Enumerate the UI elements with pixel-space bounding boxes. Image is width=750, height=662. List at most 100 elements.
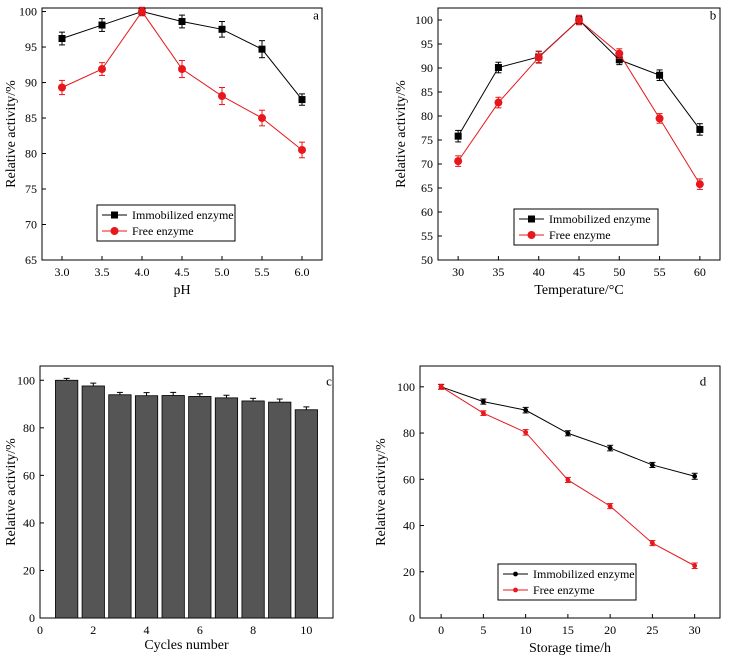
y-tick-label: 65 [25,253,37,267]
y-axis-label: Relative activity/% [4,438,19,546]
y-tick-label: 60 [421,205,433,219]
data-point [480,410,486,416]
series-line [61,10,303,151]
data-point [258,114,266,123]
data-point [111,211,118,219]
x-tick-label: 6.0 [295,265,310,279]
y-tick-label: 95 [421,37,433,51]
y-tick-label: 100 [415,13,433,27]
y-tick-label: 70 [421,157,433,171]
legend-frame [513,208,659,246]
data-point [138,7,146,16]
y-tick-label: 20 [23,563,35,577]
data-point [298,96,306,104]
bar [134,395,159,619]
y-tick-label: 70 [25,218,37,232]
y-tick-label: 100 [17,373,35,387]
bar [81,385,105,619]
legend-frame [497,563,637,601]
data-point [58,35,66,43]
x-tick-label: 15 [562,623,574,637]
x-tick-label: 0 [438,623,444,637]
y-tick-label: 40 [403,519,415,533]
x-tick-label: 35 [492,265,504,279]
y-tick-label: 55 [421,229,433,243]
x-tick-label: 3.5 [95,265,110,279]
panel-d-storage-chart: d Storage time/h Relative activity/% 0 20 40 6… [374,365,721,656]
data-point [58,83,66,92]
data-point [98,21,106,29]
x-tick-label: 8 [250,623,256,637]
x-tick-label: 10 [300,623,312,637]
panel-label: a [313,8,319,23]
series-line [457,19,701,137]
x-tick-label: 5.5 [255,265,270,279]
data-point [513,571,518,577]
x-tick-label: 30 [689,623,701,637]
x-tick-label: 10 [520,623,532,637]
data-point [178,65,186,74]
legend-frame [96,204,236,242]
data-point [527,231,536,239]
x-tick-label: 6 [197,623,203,637]
bar [294,409,318,619]
y-tick-label: 0 [409,611,415,625]
data-point [534,53,543,62]
x-tick-label: 55 [654,265,666,279]
data-point [523,407,529,413]
data-point [218,25,226,33]
data-point [655,114,664,123]
series-immobilized [454,15,704,143]
data-point [218,92,226,101]
x-axis-label: pH [173,283,190,298]
data-point [98,65,106,74]
series-free [454,14,704,190]
plot-frame [419,365,721,619]
y-tick-label: 100 [19,5,37,19]
data-point [258,45,266,53]
x-axis-label: Cycles number [144,638,229,653]
legend-entry: Immobilized enzyme [549,212,651,226]
data-point [649,540,655,546]
data-point [523,429,529,435]
data-point [656,71,664,79]
y-axis-label: Relative activity/% [374,438,389,546]
data-point [528,215,535,223]
series-immobilized [438,383,698,480]
legend-entry: Free enzyme [132,224,194,238]
legend: Immobilized enzyme Free enzyme [497,563,637,601]
data-point [513,587,518,593]
legend: Immobilized enzyme Free enzyme [96,204,236,242]
series-line [457,19,701,185]
data-point [692,563,698,569]
y-tick-label: 80 [23,421,35,435]
y-tick-label: 100 [397,380,415,394]
data-point [480,399,486,405]
data-point [607,503,613,509]
bar [108,394,132,619]
y-tick-label: 60 [23,468,35,482]
bar [241,400,265,619]
y-tick-label: 60 [403,472,415,486]
y-tick-label: 85 [25,111,37,125]
series-line [440,386,695,567]
y-tick-label: 90 [25,76,37,90]
y-axis-label: Relative activity/% [4,80,19,188]
x-tick-label: 4.0 [135,265,150,279]
bar [161,395,185,619]
legend: Immobilized enzyme Free enzyme [513,208,659,246]
y-tick-label: 20 [403,565,415,579]
x-tick-label: 60 [694,265,706,279]
data-point [607,445,613,451]
series-free [438,383,698,570]
data-point [454,132,462,140]
bar [214,397,239,619]
y-tick-label: 0 [29,611,35,625]
data-point [178,17,186,25]
x-tick-label: 4.5 [175,265,190,279]
x-tick-label: 40 [533,265,545,279]
data-point [575,16,583,24]
x-axis-label: Storage time/h [529,641,611,656]
